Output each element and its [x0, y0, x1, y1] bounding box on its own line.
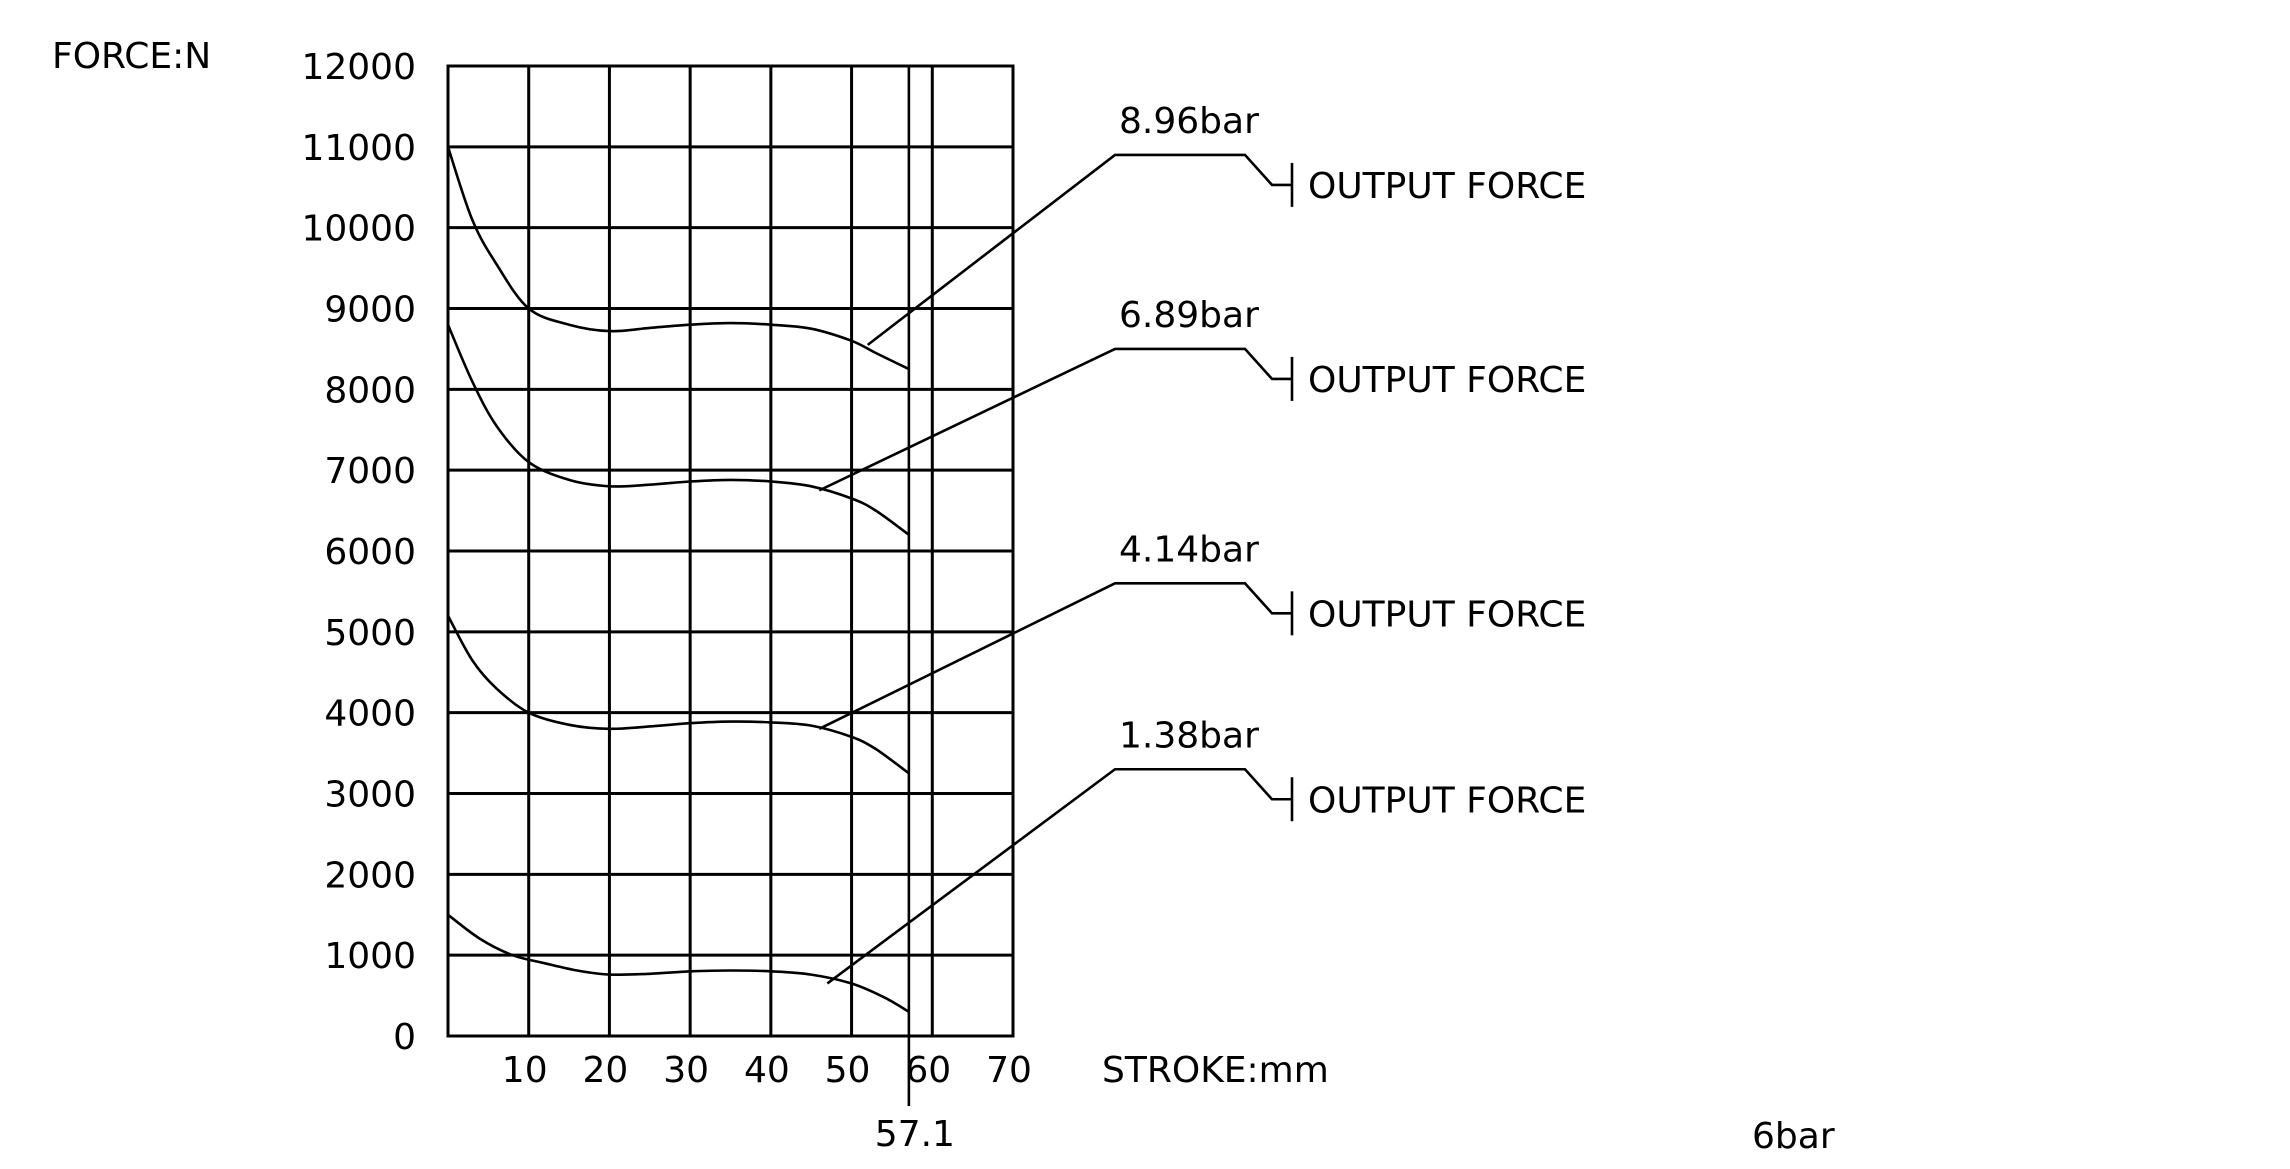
- grid: [446, 64, 1015, 1106]
- y-tick-label: 5000: [324, 613, 416, 654]
- series-leader-line: [826, 767, 1292, 985]
- series-name-label: 6.89bar: [1119, 295, 1259, 336]
- series-annotation-label: OUTPUT FORCE: [1308, 166, 1586, 207]
- series-name-label: 1.38bar: [1119, 715, 1259, 756]
- series-leader-line: [818, 582, 1292, 730]
- series-line: [446, 615, 910, 775]
- series-line: [447, 913, 910, 1013]
- y-tick-label: 7000: [324, 451, 416, 492]
- y-tick-label: 6000: [324, 532, 416, 573]
- corner-note: 6bar: [1752, 1116, 1835, 1157]
- series-name-label: 8.96bar: [1119, 101, 1259, 142]
- series-annotation-label: OUTPUT FORCE: [1308, 780, 1586, 821]
- series-curves: [446, 146, 910, 1013]
- x-tick-label: 30: [663, 1050, 709, 1091]
- series-annotation-label: OUTPUT FORCE: [1308, 360, 1586, 401]
- series-line: [446, 324, 910, 536]
- x-tick-label: 70: [986, 1050, 1032, 1091]
- y-tick-label: 11000: [301, 128, 416, 169]
- series-name-label: 4.14bar: [1119, 529, 1259, 570]
- y-tick-label: 4000: [324, 694, 416, 735]
- chart-labels: 0 1000 2000 3000 4000 5000 6000 7000 8000 9000 100…: [301, 47, 1586, 1155]
- y-tick-label: 1000: [324, 936, 416, 977]
- y-axis-label: FORCE:N: [52, 36, 211, 77]
- x-axis-label: STROKE:mm: [1102, 1050, 1329, 1091]
- y-tick-label: 3000: [324, 775, 416, 816]
- series-annotation-label: OUTPUT FORCE: [1308, 594, 1586, 635]
- y-tick-label: 12000: [301, 47, 416, 88]
- x-tick-label: 20: [583, 1050, 629, 1091]
- y-tick-label: 10000: [301, 209, 416, 250]
- series-leader-line: [818, 347, 1292, 492]
- series-leaders: [818, 153, 1294, 985]
- x-tick-label: 40: [744, 1050, 790, 1091]
- series-leader-line: [866, 153, 1292, 346]
- x-tick-label: 10: [502, 1050, 548, 1091]
- y-tick-label: 0: [393, 1017, 416, 1058]
- x-tick-label: 60: [905, 1050, 951, 1091]
- stroke-marker-label: 57.1: [875, 1114, 955, 1155]
- series-line: [446, 146, 910, 371]
- y-tick-label: 2000: [324, 855, 416, 896]
- y-tick-label: 9000: [324, 290, 416, 331]
- x-tick-label: 50: [825, 1050, 871, 1091]
- y-tick-label: 8000: [324, 370, 416, 411]
